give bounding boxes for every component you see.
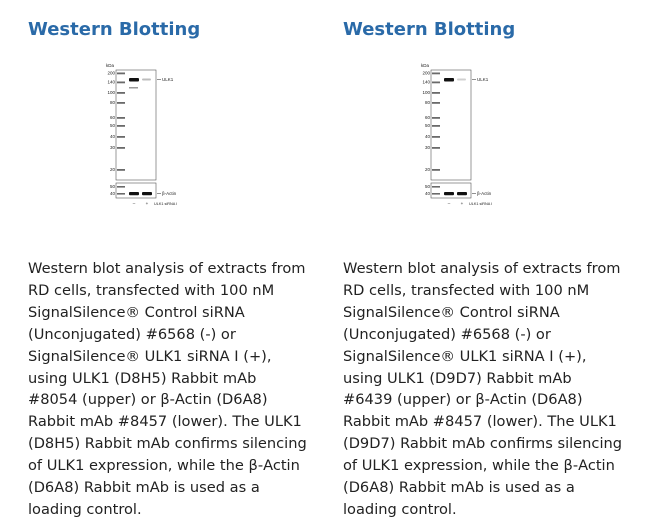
actin-band-sirna bbox=[457, 192, 467, 196]
kda-label: kDa bbox=[421, 63, 429, 68]
western-blot-image: kDa 200 140 100 80 60 50 40 30 20 ULK1 bbox=[421, 63, 492, 206]
figure-caption: Western blot analysis of extracts from R… bbox=[28, 258, 328, 521]
marker-50: 50 bbox=[110, 123, 116, 128]
caption-line: SignalSilence® ULK1 siRNA I (+), bbox=[343, 347, 587, 365]
actin-band-sirna bbox=[142, 192, 152, 196]
caption-line: loading control. bbox=[28, 500, 142, 518]
marker-140: 140 bbox=[107, 80, 115, 85]
condition-label: ULK1 siRNA I bbox=[469, 202, 492, 206]
lane-minus: – bbox=[448, 201, 451, 206]
ulk1-band-sirna bbox=[142, 78, 151, 81]
caption-line: using ULK1 (D9D7) Rabbit mAb bbox=[343, 369, 572, 387]
caption-line: Western blot analysis of extracts from bbox=[28, 260, 306, 277]
loading-label: β-Actin bbox=[162, 191, 177, 196]
marker-80: 80 bbox=[425, 100, 431, 105]
marker-20: 20 bbox=[110, 167, 116, 172]
caption-line: RD cells, transfected with 100 nM bbox=[28, 281, 275, 299]
marker-80: 80 bbox=[110, 100, 116, 105]
ulk1-band-sirna bbox=[457, 78, 466, 81]
caption-line: (D8H5) Rabbit mAb confirms silencing bbox=[28, 435, 307, 453]
actin-band-control bbox=[444, 192, 454, 196]
lower-marker-40: 40 bbox=[425, 191, 431, 196]
target-label: ULK1 bbox=[162, 77, 174, 82]
caption-line: using ULK1 (D8H5) Rabbit mAb bbox=[28, 369, 257, 387]
nonspecific-band bbox=[129, 87, 138, 89]
western-blot-image: kDa 200 140 100 80 60 50 40 30 20 bbox=[106, 63, 177, 206]
marker-30: 30 bbox=[425, 145, 431, 150]
lane-plus: + bbox=[146, 201, 149, 206]
caption-line: Rabbit mAb #8457 (lower). The ULK1 bbox=[28, 413, 302, 431]
caption-line: SignalSilence® Control siRNA bbox=[343, 303, 560, 321]
ulk1-band-control bbox=[444, 78, 454, 82]
caption-line: (Unconjugated) #6568 (-) or bbox=[343, 325, 551, 343]
caption-line: Western blot analysis of extracts from bbox=[343, 260, 621, 277]
caption-line: (D9D7) Rabbit mAb confirms silencing bbox=[343, 435, 623, 453]
lower-membrane bbox=[115, 182, 157, 199]
caption-line: of ULK1 expression, while the β-Actin bbox=[28, 457, 300, 475]
marker-200: 200 bbox=[422, 71, 430, 76]
ulk1-band-control bbox=[129, 78, 139, 82]
caption-line: loading control. bbox=[343, 500, 457, 518]
panel-right: Western Blotting kDa 200 140 100 80 60 5… bbox=[343, 0, 643, 532]
marker-200: 200 bbox=[107, 71, 115, 76]
figure-caption: Western blot analysis of extracts from R… bbox=[343, 258, 643, 521]
caption-line: (Unconjugated) #6568 (-) or bbox=[28, 325, 236, 343]
ladder-bands bbox=[432, 72, 440, 171]
caption-line: RD cells, transfected with 100 nM bbox=[343, 281, 590, 299]
lane-minus: – bbox=[133, 201, 136, 206]
marker-140: 140 bbox=[422, 80, 430, 85]
marker-100: 100 bbox=[422, 90, 430, 95]
caption-line: Rabbit mAb #8457 (lower). The ULK1 bbox=[343, 413, 617, 431]
marker-50: 50 bbox=[425, 123, 431, 128]
caption-line: #8054 (upper) or β-Actin (D6A8) bbox=[28, 391, 268, 409]
marker-20: 20 bbox=[425, 167, 431, 172]
section-title: Western Blotting bbox=[343, 19, 516, 40]
ladder-bands bbox=[117, 72, 125, 171]
condition-label: ULK1 siRNA I bbox=[154, 202, 177, 206]
caption-line: of ULK1 expression, while the β-Actin bbox=[343, 457, 615, 475]
lower-membrane bbox=[430, 182, 472, 199]
lower-marker-40: 40 bbox=[110, 191, 116, 196]
panel-left: Western Blotting kDa 200 140 100 80 60 5… bbox=[28, 0, 328, 532]
target-label: ULK1 bbox=[477, 77, 489, 82]
caption-line: SignalSilence® ULK1 siRNA I (+), bbox=[28, 347, 272, 365]
section-title: Western Blotting bbox=[28, 19, 201, 40]
marker-60: 60 bbox=[425, 115, 431, 120]
caption-line: (D6A8) Rabbit mAb is used as a bbox=[343, 479, 575, 497]
marker-30: 30 bbox=[110, 145, 116, 150]
lane-plus: + bbox=[461, 201, 464, 206]
actin-band-control bbox=[129, 192, 139, 196]
marker-60: 60 bbox=[110, 115, 116, 120]
caption-line: SignalSilence® Control siRNA bbox=[28, 303, 245, 321]
kda-label: kDa bbox=[106, 63, 114, 68]
marker-40: 40 bbox=[110, 134, 116, 139]
caption-line: #6439 (upper) or β-Actin (D6A8) bbox=[343, 391, 583, 409]
loading-label: β-Actin bbox=[477, 191, 492, 196]
lower-marker-50: 50 bbox=[425, 184, 431, 189]
lower-marker-50: 50 bbox=[110, 184, 116, 189]
marker-100: 100 bbox=[107, 90, 115, 95]
caption-line: (D6A8) Rabbit mAb is used as a bbox=[28, 479, 260, 497]
marker-40: 40 bbox=[425, 134, 431, 139]
